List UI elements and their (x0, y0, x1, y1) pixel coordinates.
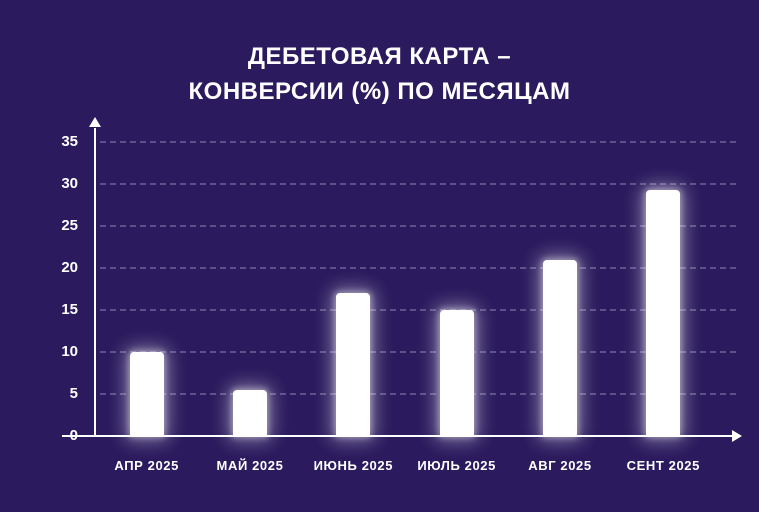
gridline (100, 225, 736, 227)
bar (129, 352, 164, 436)
x-axis-arrow-icon (732, 430, 742, 442)
bar-slot (95, 142, 198, 436)
bar (542, 259, 577, 436)
x-tick-label: ИЮНЬ 2025 (313, 458, 394, 473)
x-axis-line (62, 435, 734, 437)
bar-slot (198, 142, 301, 436)
x-tick-label: ИЮЛЬ 2025 (417, 458, 496, 473)
x-axis-labels: АПР 2025 МАЙ 2025 ИЮНЬ 2025 ИЮЛЬ 2025 АВГ 20… (95, 458, 715, 473)
gridline (100, 351, 736, 353)
y-tick-label: 10 (61, 343, 78, 360)
bar-slot (302, 142, 405, 436)
y-tick-label: 25 (61, 217, 78, 234)
y-tick-label: 30 (61, 175, 78, 192)
chart-title-line2: КОНВЕРСИИ (%) ПО МЕСЯЦАМ (188, 77, 571, 105)
bar (439, 310, 474, 436)
y-axis-line (94, 128, 96, 436)
y-tick-label: 15 (61, 301, 78, 318)
bar (646, 189, 681, 436)
y-tick-label: 5 (69, 385, 78, 402)
gridline (100, 267, 736, 269)
x-tick-label: АПР 2025 (114, 458, 179, 473)
x-tick-label: МАЙ 2025 (216, 458, 284, 473)
bar (232, 389, 267, 436)
bar-slot (508, 142, 611, 436)
x-tick-label: СЕНТ 2025 (626, 458, 700, 473)
gridline (100, 141, 736, 143)
y-tick-label: 35 (61, 133, 78, 150)
bar-slot (405, 142, 508, 436)
y-tick-label: 20 (61, 259, 78, 276)
gridline (100, 309, 736, 311)
y-axis-arrow-icon (89, 117, 101, 127)
bars-area (95, 142, 715, 436)
bar-slot (612, 142, 715, 436)
chart-title-line1: ДЕБЕТОВАЯ КАРТА – (247, 43, 512, 70)
bar (336, 293, 371, 436)
gridline (100, 183, 736, 185)
x-tick-label: АВГ 2025 (528, 458, 592, 473)
chart-title: ДЕБЕТОВАЯ КАРТА – КОНВЕРСИИ (%) ПО МЕСЯЦ… (0, 40, 759, 110)
gridline (100, 393, 736, 395)
